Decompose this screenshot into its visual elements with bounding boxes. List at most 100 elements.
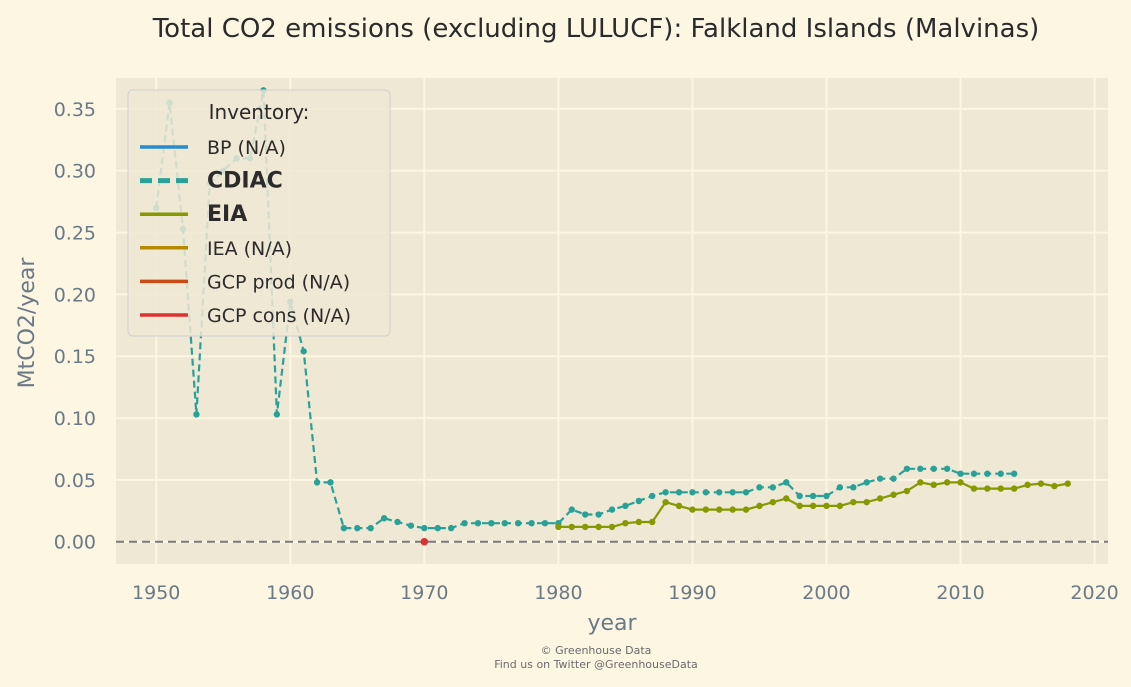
x-tick-label: 2010 — [936, 582, 984, 604]
cdiac-point — [809, 492, 817, 500]
eia-point — [930, 481, 937, 489]
eia-point — [1024, 481, 1031, 489]
legend-label: GCP prod (N/A) — [207, 271, 350, 293]
legend: Inventory: BP (N/A) CDIAC EIA IEA (N/A) GCP … — [127, 89, 391, 337]
cdiac-point — [407, 522, 415, 529]
cdiac-point — [635, 497, 643, 505]
cdiac-point — [367, 524, 374, 532]
eia-point — [702, 506, 710, 513]
cdiac-point — [917, 465, 924, 472]
eia-point — [716, 506, 723, 513]
eia-point — [662, 498, 669, 506]
cdiac-point — [957, 470, 964, 477]
cdiac-point — [273, 411, 281, 418]
y-tick-label: 0.10 — [54, 408, 96, 430]
y-tick-label: 0.35 — [54, 99, 96, 121]
footer-twitter: Find us on Twitter @GreenhouseData — [494, 658, 698, 671]
eia-point — [689, 506, 696, 513]
eia-point — [890, 491, 897, 498]
x-tick-label: 1960 — [266, 582, 314, 604]
cdiac-point — [890, 475, 897, 482]
eia-point — [568, 523, 575, 531]
x-tick-label: 1980 — [534, 582, 582, 604]
cdiac-point — [863, 479, 870, 486]
cdiac-point — [850, 484, 857, 491]
y-tick-label: 0.25 — [54, 223, 96, 245]
cdiac-point — [528, 519, 535, 527]
cdiac-point — [1010, 470, 1018, 477]
cdiac-point — [608, 506, 616, 513]
y-axis-label: MtCO2/year — [15, 257, 40, 389]
legend-label: EIA — [207, 202, 247, 227]
cdiac-point — [823, 492, 830, 500]
series-eia — [555, 479, 1071, 531]
eia-point — [635, 518, 643, 526]
cdiac-point — [501, 519, 508, 527]
cdiac-point — [447, 524, 455, 532]
eia-point — [903, 487, 911, 495]
eia-point — [581, 523, 589, 531]
footer-copyright: © Greenhouse Data — [541, 644, 652, 657]
cdiac-point — [327, 479, 334, 486]
cdiac-point — [876, 475, 884, 482]
legend-item: GCP cons (N/A) — [140, 305, 351, 327]
cdiac-point — [434, 524, 441, 532]
x-tick-label: 2000 — [802, 582, 850, 604]
cdiac-point — [970, 470, 978, 477]
y-tick-label: 0.20 — [54, 284, 96, 306]
legend-items: BP (N/A) CDIAC EIA IEA (N/A) GCP prod (N/A) G… — [140, 137, 351, 327]
cdiac-point — [903, 465, 911, 472]
legend-box — [127, 89, 391, 337]
cdiac-point — [595, 511, 602, 518]
legend-label: GCP cons (N/A) — [207, 305, 351, 327]
eia-point — [729, 506, 736, 513]
x-tick-label: 2020 — [1070, 582, 1118, 604]
cdiac-line — [155, 90, 1015, 530]
legend-item: CDIAC — [140, 169, 283, 194]
cdiac-point — [997, 470, 1004, 477]
cdiac-point — [581, 511, 589, 518]
cdiac-point — [541, 519, 549, 527]
cdiac-point — [488, 519, 495, 527]
eia-point — [850, 498, 857, 506]
y-tick-label: 0.00 — [54, 532, 96, 554]
cdiac-point — [702, 489, 710, 496]
eia-point — [809, 502, 817, 510]
cdiac-point — [354, 524, 361, 532]
eia-point — [555, 523, 562, 531]
cdiac-point — [930, 465, 937, 472]
eia-point — [1051, 482, 1058, 490]
legend-item: EIA — [140, 202, 247, 227]
cdiac-point — [689, 489, 696, 496]
legend-label: IEA (N/A) — [207, 238, 292, 260]
grid — [116, 78, 1108, 564]
cdiac-point — [340, 524, 348, 532]
eia-point — [836, 502, 844, 510]
eia-point — [742, 506, 750, 513]
eia-point — [796, 502, 803, 510]
x-tick-label: 1990 — [668, 582, 716, 604]
cdiac-point — [568, 506, 575, 513]
cdiac-point — [984, 470, 991, 477]
legend-title: Inventory: — [209, 100, 310, 124]
eia-point — [649, 518, 656, 526]
cdiac-point — [742, 489, 750, 496]
cdiac-point — [649, 492, 656, 500]
eia-point — [769, 498, 777, 506]
y-tick-label: 0.30 — [54, 161, 96, 183]
y-axis-ticks: 0.00 0.05 0.10 0.15 0.20 0.25 0.30 0.35 — [54, 99, 96, 554]
cdiac-point — [380, 515, 388, 522]
eia-point — [997, 485, 1004, 492]
legend-item: IEA (N/A) — [140, 238, 292, 260]
cdiac-point — [622, 502, 629, 510]
cdiac-point — [783, 479, 790, 486]
cdiac-point — [461, 519, 468, 527]
cdiac-point — [756, 484, 763, 491]
cdiac-point — [421, 524, 428, 532]
eia-point — [756, 502, 763, 510]
x-tick-label: 1950 — [132, 582, 180, 604]
cdiac-point — [675, 489, 683, 496]
x-axis-ticks: 1950 1960 1970 1980 1990 2000 2010 2020 — [132, 582, 1119, 604]
eia-point — [943, 479, 951, 486]
eia-point — [1010, 485, 1018, 492]
